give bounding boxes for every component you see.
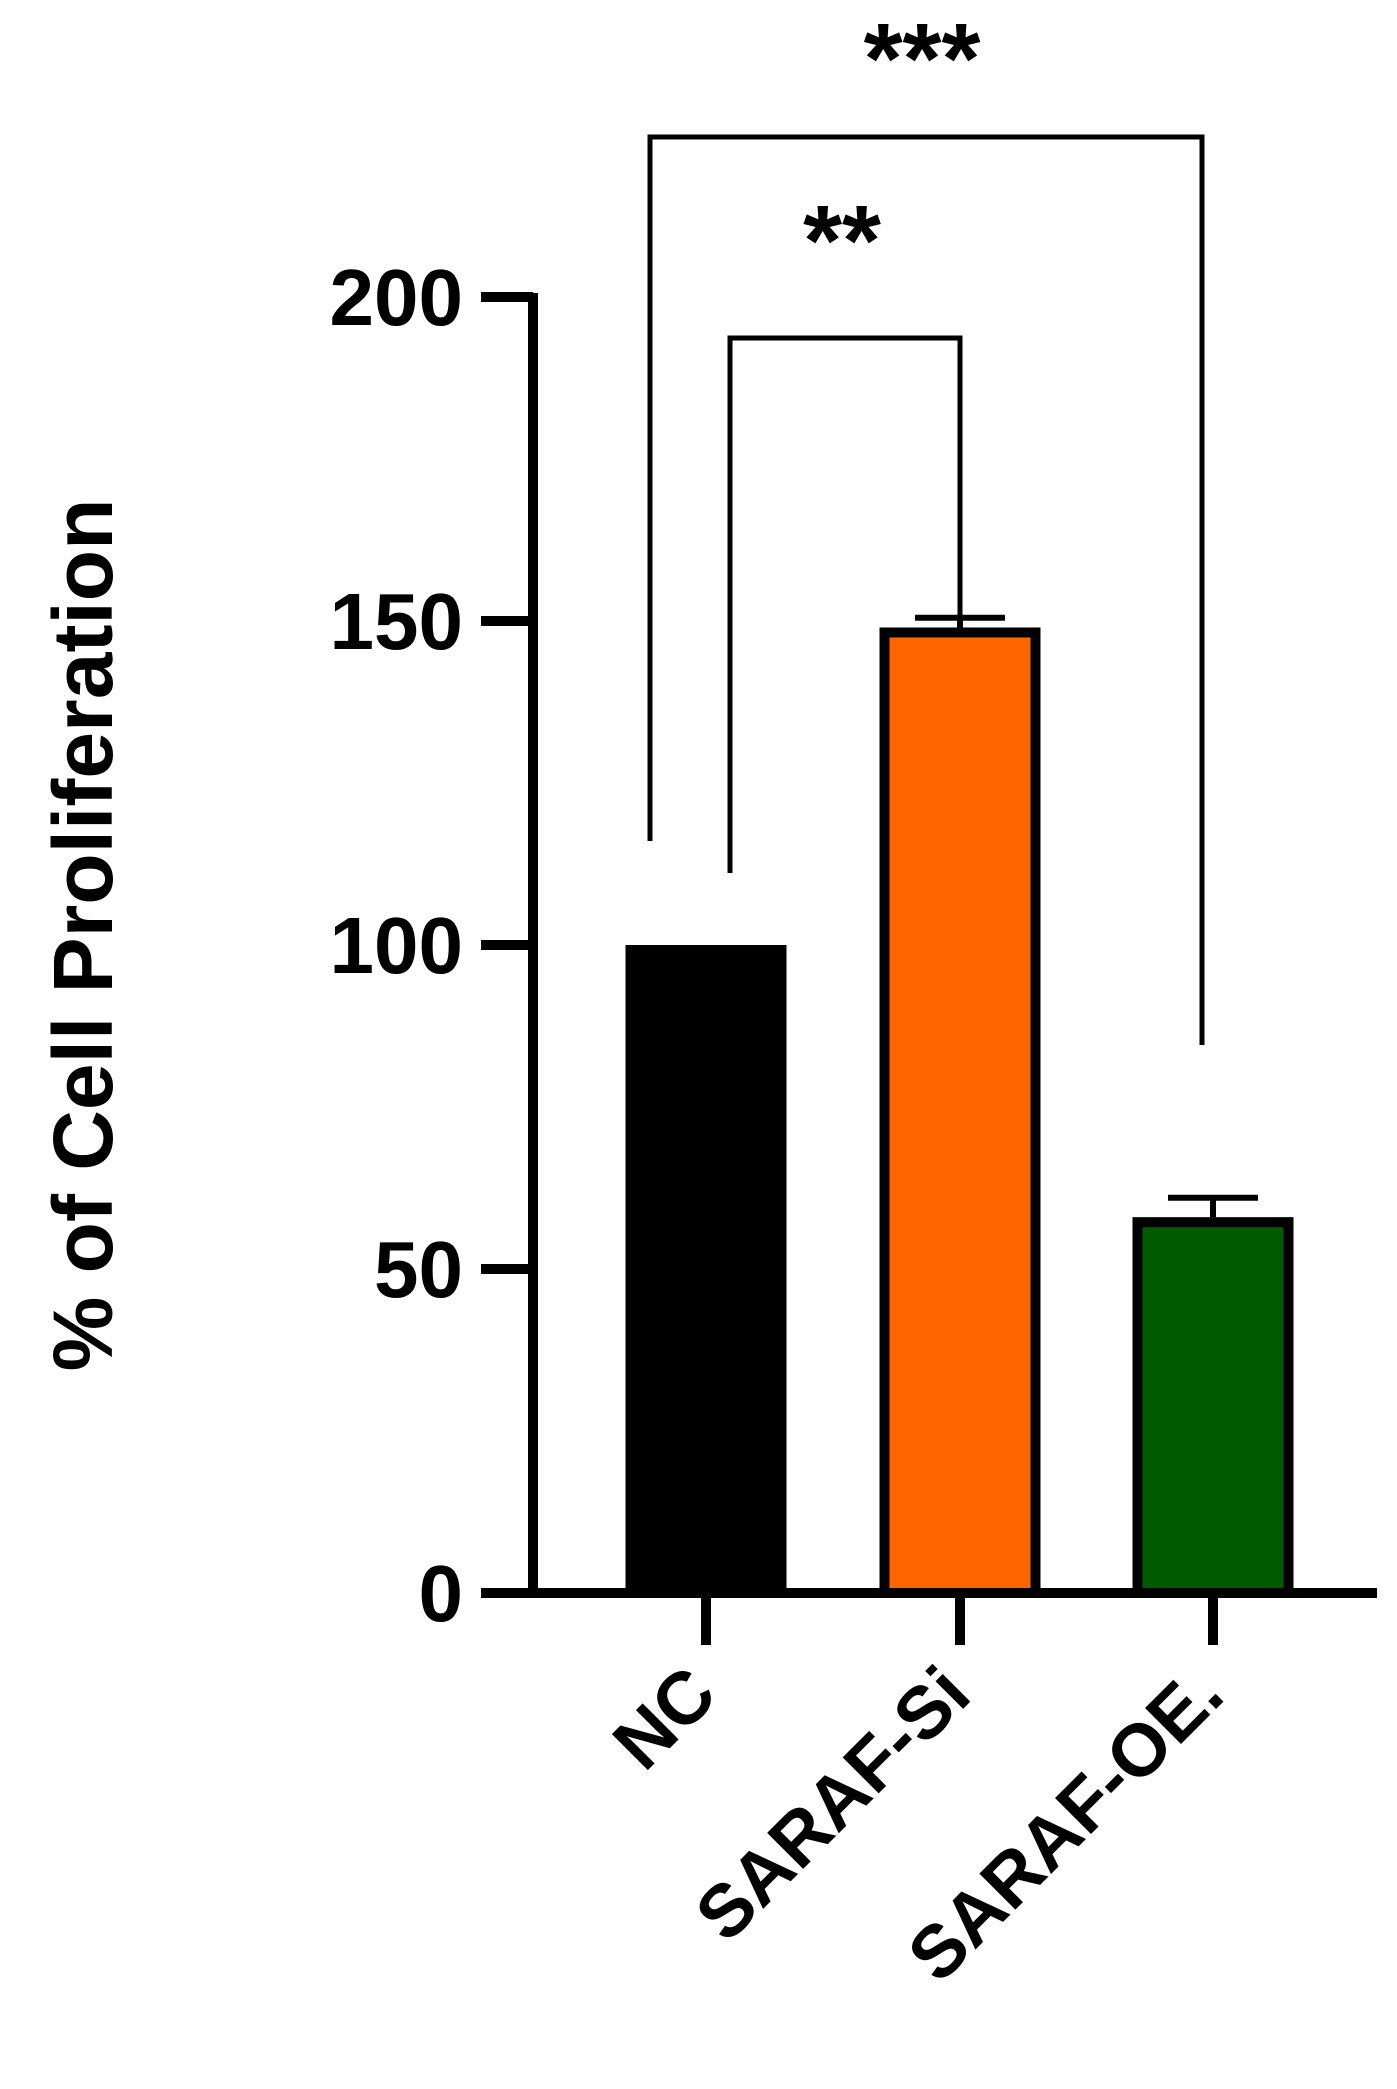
y-tick-label-150: 150	[330, 577, 463, 666]
significance-label-nc-saraf-oe: ***	[864, 3, 981, 115]
y-tick-label-100: 100	[330, 901, 463, 990]
y-axis-label: % of Cell Proliferation	[36, 499, 130, 1372]
y-tick-label-50: 50	[374, 1225, 463, 1314]
y-tick-label-200: 200	[330, 253, 463, 342]
significance-bracket-nc-saraf-oe	[647, 134, 1205, 1045]
bar-saraf-si	[879, 627, 1041, 1598]
x-tick-label-nc: NC	[597, 1651, 731, 1785]
significance-label-nc-saraf-si: **	[803, 185, 881, 297]
bar-nc	[625, 945, 787, 1598]
y-tick-label-0: 0	[419, 1549, 464, 1638]
significance-layer: *****	[647, 3, 1205, 1045]
significance-bracket-nc-saraf-si	[727, 335, 963, 873]
bar-saraf-oe	[1132, 1217, 1294, 1599]
